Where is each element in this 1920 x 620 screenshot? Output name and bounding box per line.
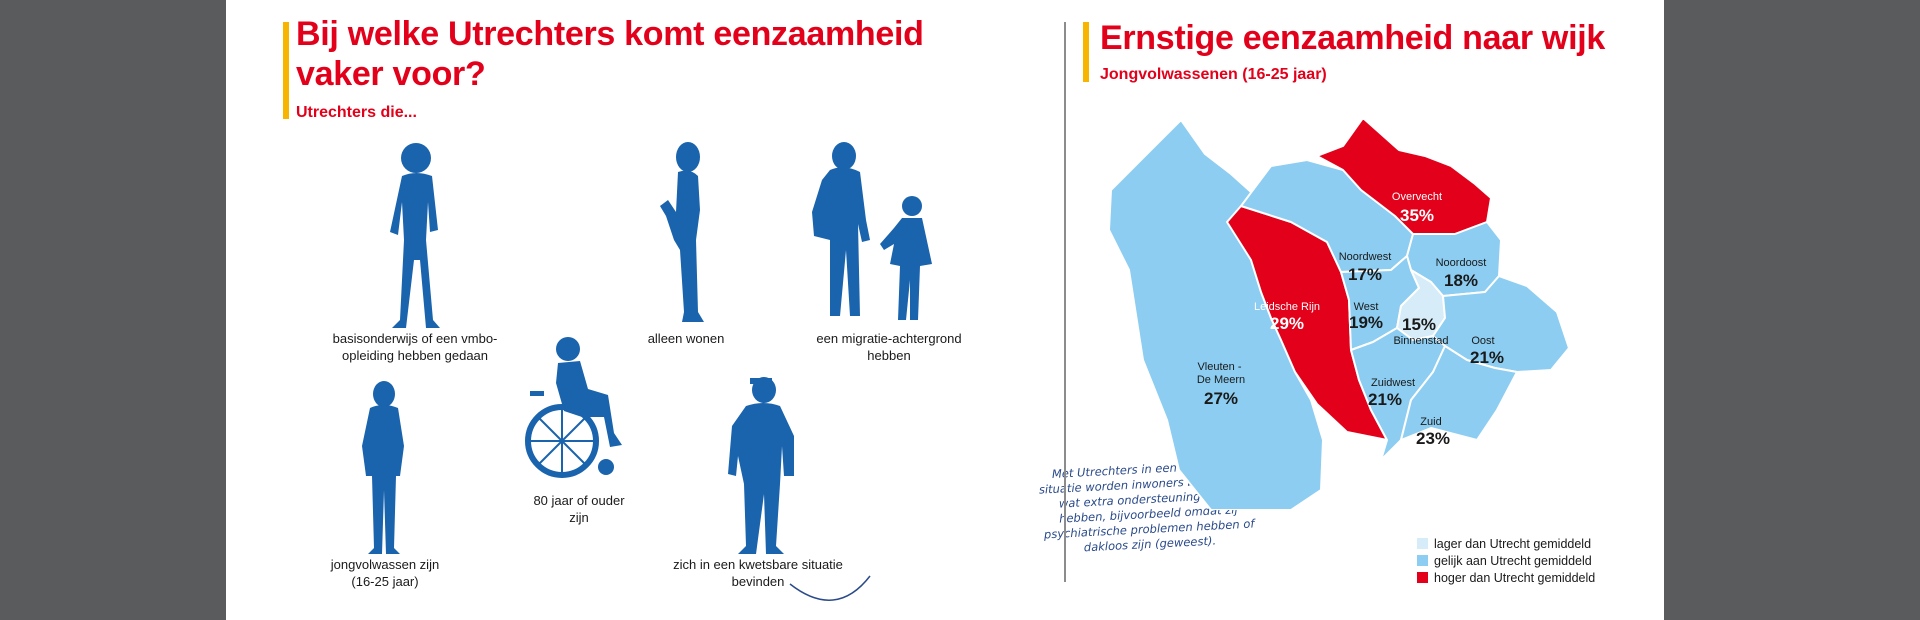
district-name-leidsche-rijn: Leidsche Rijn bbox=[1254, 301, 1320, 313]
legend-item-lower: lager dan Utrecht gemiddeld bbox=[1417, 535, 1595, 552]
district-value-zuid: 23% bbox=[1416, 429, 1450, 448]
standing-woman-icon bbox=[660, 142, 704, 322]
district-value-binnenstad: 15% bbox=[1402, 315, 1436, 334]
infographic-page: Bij welke Utrechters komt eenzaamheid va… bbox=[226, 0, 1664, 620]
district-value-zuidwest: 21% bbox=[1368, 390, 1402, 409]
district-value-overvecht: 35% bbox=[1400, 206, 1434, 225]
legend-label-higher: hoger dan Utrecht gemiddeld bbox=[1434, 570, 1596, 585]
legend-swatch-higher bbox=[1417, 572, 1428, 583]
district-value-west: 19% bbox=[1349, 313, 1383, 332]
page-title: Bij welke Utrechters komt eenzaamheid va… bbox=[296, 15, 924, 93]
wheelchair-user-icon bbox=[525, 337, 622, 478]
district-name-west: West bbox=[1354, 301, 1379, 313]
legend-item-equal: gelijk aan Utrecht gemiddeld bbox=[1417, 552, 1595, 569]
district-name-binnenstad: Binnenstad bbox=[1393, 335, 1448, 347]
district-name-zuidwest: Zuidwest bbox=[1371, 377, 1415, 389]
district-name-zuid: Zuid bbox=[1420, 416, 1441, 428]
mother-and-child-icon bbox=[812, 142, 932, 320]
group-label-vulnerable: zich in een kwetsbare situatie bevinden bbox=[673, 557, 843, 589]
district-name-vleuten-de-meern: Vleuten - De Meern bbox=[1197, 361, 1245, 386]
vulnerable-person-icon bbox=[728, 377, 794, 554]
map-subtitle: Jongvolwassenen (16-25 jaar) bbox=[1100, 66, 1327, 83]
accent-bar bbox=[283, 22, 289, 119]
district-value-oost: 21% bbox=[1470, 348, 1504, 367]
district-value-vleuten-de-meern: 27% bbox=[1204, 389, 1238, 408]
district-value-leidsche-rijn: 29% bbox=[1270, 314, 1304, 333]
group-label-education: basisonderwijs of een vmbo-opleiding heb… bbox=[332, 331, 498, 363]
legend-swatch-equal bbox=[1417, 555, 1428, 566]
group-label-young-adults: jongvolwassen zijn (16-25 jaar) bbox=[330, 557, 440, 589]
district-name-noordwest: Noordwest bbox=[1339, 251, 1392, 263]
map-legend: lager dan Utrecht gemiddeld gelijk aan U… bbox=[1417, 535, 1595, 586]
note-arrow-icon bbox=[789, 575, 871, 601]
district-vleuten-de-meern bbox=[1108, 119, 1324, 510]
legend-label-equal: gelijk aan Utrecht gemiddeld bbox=[1434, 553, 1592, 568]
group-label-elderly: 80 jaar of ouder zijn bbox=[533, 493, 625, 525]
district-name-oost: Oost bbox=[1471, 335, 1494, 347]
accent-bar bbox=[1083, 22, 1089, 82]
walking-person-icon bbox=[390, 143, 440, 328]
district-value-noordoost: 18% bbox=[1444, 271, 1478, 290]
legend-swatch-lower bbox=[1417, 538, 1428, 549]
district-value-noordwest: 17% bbox=[1348, 265, 1382, 284]
young-adult-icon bbox=[362, 381, 404, 554]
map-title: Ernstige eenzaamheid naar wijk bbox=[1100, 19, 1605, 57]
district-map: Overvecht 35% Noordwest 17% Noordoost 18… bbox=[1108, 117, 1570, 510]
legend-item-higher: hoger dan Utrecht gemiddeld bbox=[1417, 569, 1595, 586]
page-subtitle: Utrechters die... bbox=[296, 104, 417, 121]
district-overvecht bbox=[1316, 117, 1492, 235]
district-name-noordoost: Noordoost bbox=[1436, 257, 1487, 269]
legend-label-lower: lager dan Utrecht gemiddeld bbox=[1434, 536, 1592, 551]
group-label-migration: een migratie-achtergrond hebben bbox=[816, 331, 962, 363]
district-name-overvecht: Overvecht bbox=[1392, 191, 1442, 203]
panel-divider bbox=[1064, 22, 1066, 582]
district-zuid bbox=[1400, 345, 1518, 441]
group-label-living-alone: alleen wonen bbox=[647, 331, 725, 346]
